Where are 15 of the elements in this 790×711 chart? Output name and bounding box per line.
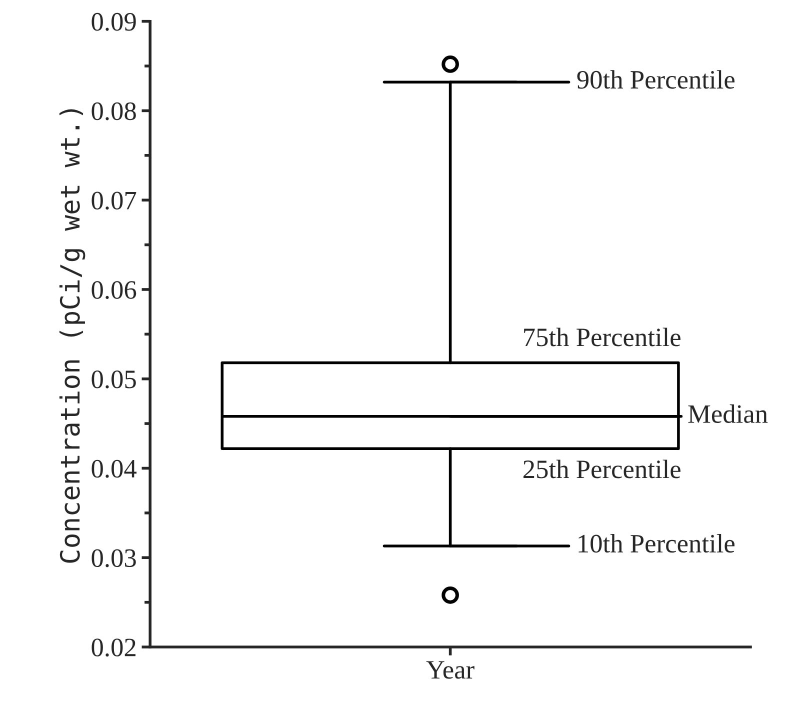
y-tick-label: 0.02: [92, 638, 136, 657]
annotation: 25th Percentile: [524, 460, 680, 478]
y-tick-label: 0.08: [92, 102, 136, 120]
y-tick-label: 0.07: [92, 192, 136, 210]
annotation: 75th Percentile: [524, 328, 680, 346]
text: Median: [688, 404, 768, 424]
y-tick-label: 0.06: [92, 281, 136, 300]
y-tick-label: 0.04: [92, 460, 136, 478]
x-tick-label: Year: [426, 661, 474, 679]
annotation: 90th Percentile: [577, 70, 734, 89]
y-tick-label: 0.03: [92, 549, 136, 568]
annotation: 10th Percentile: [578, 534, 734, 553]
y-tick-label: 0.09: [92, 12, 136, 31]
y-tick-label: 0.05: [92, 370, 136, 388]
y-axis-title: Concentration (pCi/g wet wt.): [59, 109, 86, 563]
